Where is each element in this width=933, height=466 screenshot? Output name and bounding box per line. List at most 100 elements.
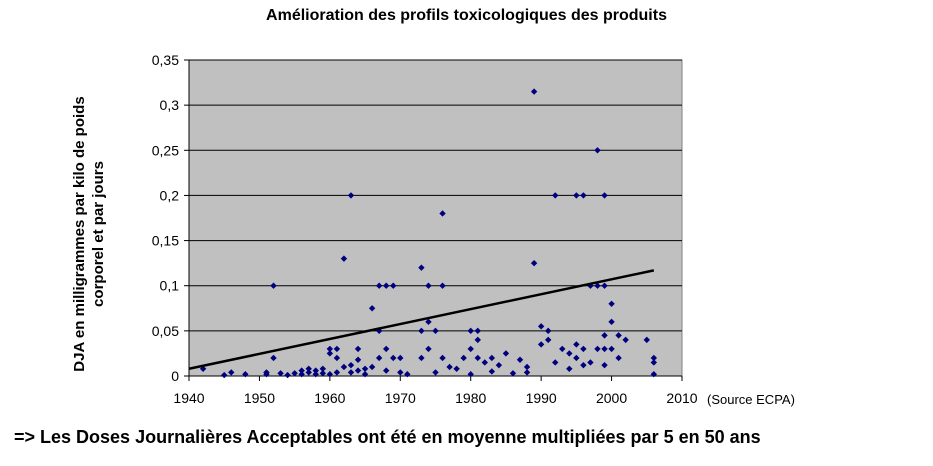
data-point [340,363,348,371]
data-point [460,354,467,362]
x-tick-label: 1970 [385,390,416,406]
data-point [347,369,355,376]
data-point [594,282,601,289]
data-point [425,318,432,326]
data-point [502,350,510,357]
data-point [418,327,425,335]
data-point [559,345,566,353]
y-tick-label: 0,3 [160,97,180,113]
data-point [312,370,319,378]
data-point [573,341,580,348]
data-point [439,210,446,217]
y-tick-label: 0 [171,368,179,384]
data-point [580,345,587,353]
data-point [270,282,277,289]
data-point [425,282,432,289]
data-point [291,370,298,377]
data-point [601,361,608,369]
data-point [622,336,629,344]
data-point [242,370,249,378]
data-point [573,354,580,362]
data-point [354,356,362,363]
data-point [608,318,615,326]
data-point [650,370,658,378]
data-point [319,365,327,372]
plot-area [188,59,683,377]
x-tick-label: 1940 [173,390,204,406]
data-point [333,354,341,362]
data-point [298,370,305,378]
data-point [594,345,601,353]
x-tick-label: 1960 [314,390,345,406]
data-point [397,369,404,376]
data-point [474,336,481,344]
data-point [467,327,474,335]
data-point [580,361,587,369]
data-point [361,365,369,372]
data-point [263,369,270,376]
data-point [474,327,481,335]
data-point [326,370,334,378]
x-tick-label: 1990 [526,390,557,406]
data-point [418,354,425,362]
data-point [347,361,355,369]
x-tick-label: 1950 [244,390,275,406]
data-point [481,359,488,366]
data-point [375,282,383,289]
data-point [467,370,474,378]
data-point [523,369,531,376]
data-point [650,359,658,366]
data-point [383,282,390,289]
data-point [474,354,481,362]
data-point [594,147,601,154]
data-point [453,365,460,372]
x-tick-label: 1980 [455,390,486,406]
data-point [467,345,474,353]
y-tick-label: 0,15 [152,233,179,249]
data-point [298,367,305,374]
x-tick-label: 2010 [666,390,697,406]
source-note: (Source ECPA) [707,392,795,407]
data-point [523,363,531,371]
y-tick-label: 0,2 [160,187,180,203]
y-tick-label: 0,35 [152,52,179,68]
data-point [580,192,587,199]
data-point [368,363,376,371]
data-point [601,192,608,199]
data-point [432,369,439,376]
data-point [326,345,334,353]
data-point [601,282,608,289]
data-point [509,370,517,377]
data-point [347,192,355,199]
data-point [312,367,319,374]
data-point [615,354,622,362]
data-point [390,354,397,362]
data-point [537,341,545,348]
data-point [601,332,608,339]
data-point [354,345,362,353]
data-point [488,368,496,375]
data-point [228,369,235,376]
data-point [537,323,545,330]
data-point [495,361,503,369]
data-point [608,300,615,307]
x-tick-label: 2000 [596,390,627,406]
data-point [340,255,348,262]
data-point [368,305,376,312]
data-point [375,354,383,362]
data-point [439,354,446,362]
data-point [488,354,496,362]
data-point [397,354,404,362]
data-point [601,345,608,353]
data-point [566,365,573,372]
data-point [390,282,397,289]
y-axis-ticks: 0 0,05 0,1 0,15 0,2 0,25 0,3 0,35 [152,52,189,384]
conclusion-text: => Les Doses Journalières Acceptables on… [14,427,761,447]
data-point [615,332,622,339]
data-point [608,345,615,353]
data-point [383,345,390,353]
x-axis-ticks: 1940 1950 1960 1970 1980 1990 2000 2010 [173,376,698,406]
data-point [326,350,334,357]
data-point [333,369,341,376]
